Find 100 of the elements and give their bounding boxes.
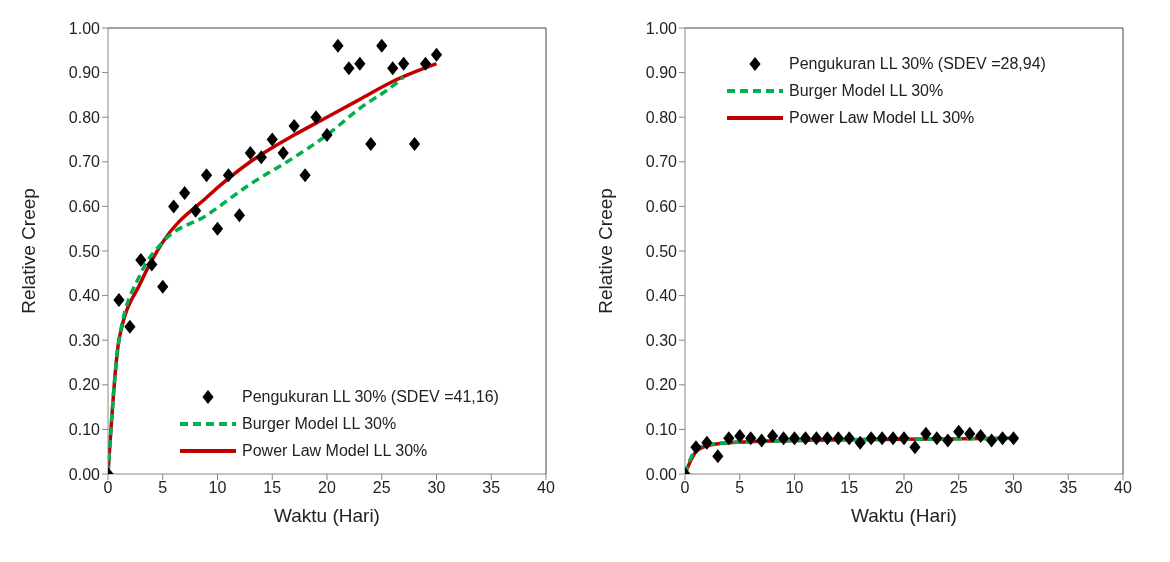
x-tick-label: 40 — [537, 479, 555, 497]
point — [887, 431, 899, 446]
x-tick-label: 0 — [103, 479, 113, 497]
y-tick-label: 0.90 — [645, 64, 678, 82]
point — [398, 56, 410, 71]
point — [996, 431, 1009, 446]
point — [343, 61, 355, 76]
point — [211, 221, 224, 236]
y-axis-title: Relative Creep — [17, 188, 39, 314]
point — [777, 431, 790, 446]
y-tick-label: 1.00 — [68, 19, 101, 37]
point — [854, 435, 866, 450]
point — [745, 431, 757, 446]
y-tick-label: 0.80 — [645, 108, 678, 126]
y-axis-title: Relative Creep — [594, 188, 616, 314]
point — [788, 431, 801, 446]
y-tick-label: 0.70 — [68, 153, 101, 171]
point — [767, 429, 779, 444]
point — [365, 136, 377, 151]
y-tick-label: 0.60 — [68, 198, 101, 216]
point — [898, 431, 910, 446]
point — [701, 435, 713, 450]
point — [299, 168, 311, 183]
y-tick-label: 0.20 — [645, 376, 678, 394]
y-tick-label: 0.00 — [645, 465, 678, 483]
point — [233, 208, 245, 223]
point — [430, 47, 443, 62]
point — [942, 433, 954, 448]
x-tick-label: 30 — [1004, 479, 1023, 497]
point — [354, 56, 366, 71]
x-tick-label: 10 — [785, 479, 804, 497]
legend-label: Power Law Model LL 30% — [242, 441, 428, 461]
x-tick-label: 20 — [318, 479, 336, 497]
point — [876, 431, 888, 446]
point — [690, 440, 702, 455]
y-tick-label: 0.10 — [645, 421, 678, 439]
point — [756, 433, 768, 448]
x-tick-label: 5 — [735, 479, 745, 497]
point — [157, 279, 169, 294]
point — [810, 431, 822, 446]
point — [975, 429, 987, 444]
point — [124, 319, 136, 334]
point — [1007, 431, 1020, 446]
point — [865, 431, 877, 446]
y-tick-label: 0.40 — [645, 287, 678, 305]
x-axis-title: Waktu (Hari) — [851, 505, 957, 526]
x-tick-label: 35 — [1059, 479, 1078, 497]
x-tick-label: 30 — [427, 479, 446, 497]
x-tick-label: 35 — [482, 479, 501, 497]
point — [222, 168, 235, 183]
point — [321, 128, 333, 143]
point — [712, 449, 724, 464]
point — [310, 110, 322, 125]
point — [332, 38, 344, 53]
x-tick-label: 15 — [840, 479, 859, 497]
legend-label: Power Law Model LL 30% — [789, 108, 975, 128]
point — [964, 426, 976, 441]
point — [146, 257, 158, 272]
x-tick-label: 25 — [372, 479, 391, 497]
y-tick-label: 0.70 — [645, 153, 678, 171]
point — [821, 431, 833, 446]
x-tick-label: 0 — [680, 479, 690, 497]
point — [135, 252, 147, 267]
point — [799, 431, 812, 446]
point — [200, 168, 213, 183]
y-tick-label: 0.30 — [645, 331, 678, 349]
point — [376, 38, 388, 53]
legend-label: Pengukuran LL 30% (SDEV =41,16) — [242, 387, 499, 407]
point — [723, 431, 735, 446]
point — [190, 203, 202, 218]
point — [244, 145, 256, 160]
point — [255, 150, 267, 165]
point — [843, 431, 855, 446]
point — [953, 424, 965, 439]
point — [288, 119, 300, 134]
y-tick-label: 0.90 — [68, 64, 101, 82]
y-tick-label: 0.60 — [645, 198, 678, 216]
y-tick-label: 0.00 — [68, 465, 101, 483]
point — [832, 431, 844, 446]
legend-label: Burger Model LL 30% — [789, 81, 944, 101]
x-tick-label: 10 — [208, 479, 227, 497]
y-tick-label: 1.00 — [645, 19, 678, 37]
point — [986, 433, 998, 448]
x-tick-label: 20 — [895, 479, 913, 497]
point — [179, 186, 191, 201]
point — [113, 293, 125, 308]
x-tick-label: 25 — [949, 479, 968, 497]
y-tick-label: 0.30 — [68, 331, 101, 349]
y-tick-label: 0.50 — [645, 242, 678, 260]
point — [920, 426, 932, 441]
y-tick-label: 0.50 — [68, 242, 101, 260]
y-tick-label: 0.20 — [68, 376, 101, 394]
point — [168, 199, 180, 214]
point — [387, 61, 399, 76]
x-tick-label: 40 — [1114, 479, 1132, 497]
y-tick-label: 0.40 — [68, 287, 101, 305]
point — [266, 132, 278, 147]
point — [909, 440, 921, 455]
x-tick-label: 15 — [263, 479, 282, 497]
y-tick-label: 0.80 — [68, 108, 101, 126]
